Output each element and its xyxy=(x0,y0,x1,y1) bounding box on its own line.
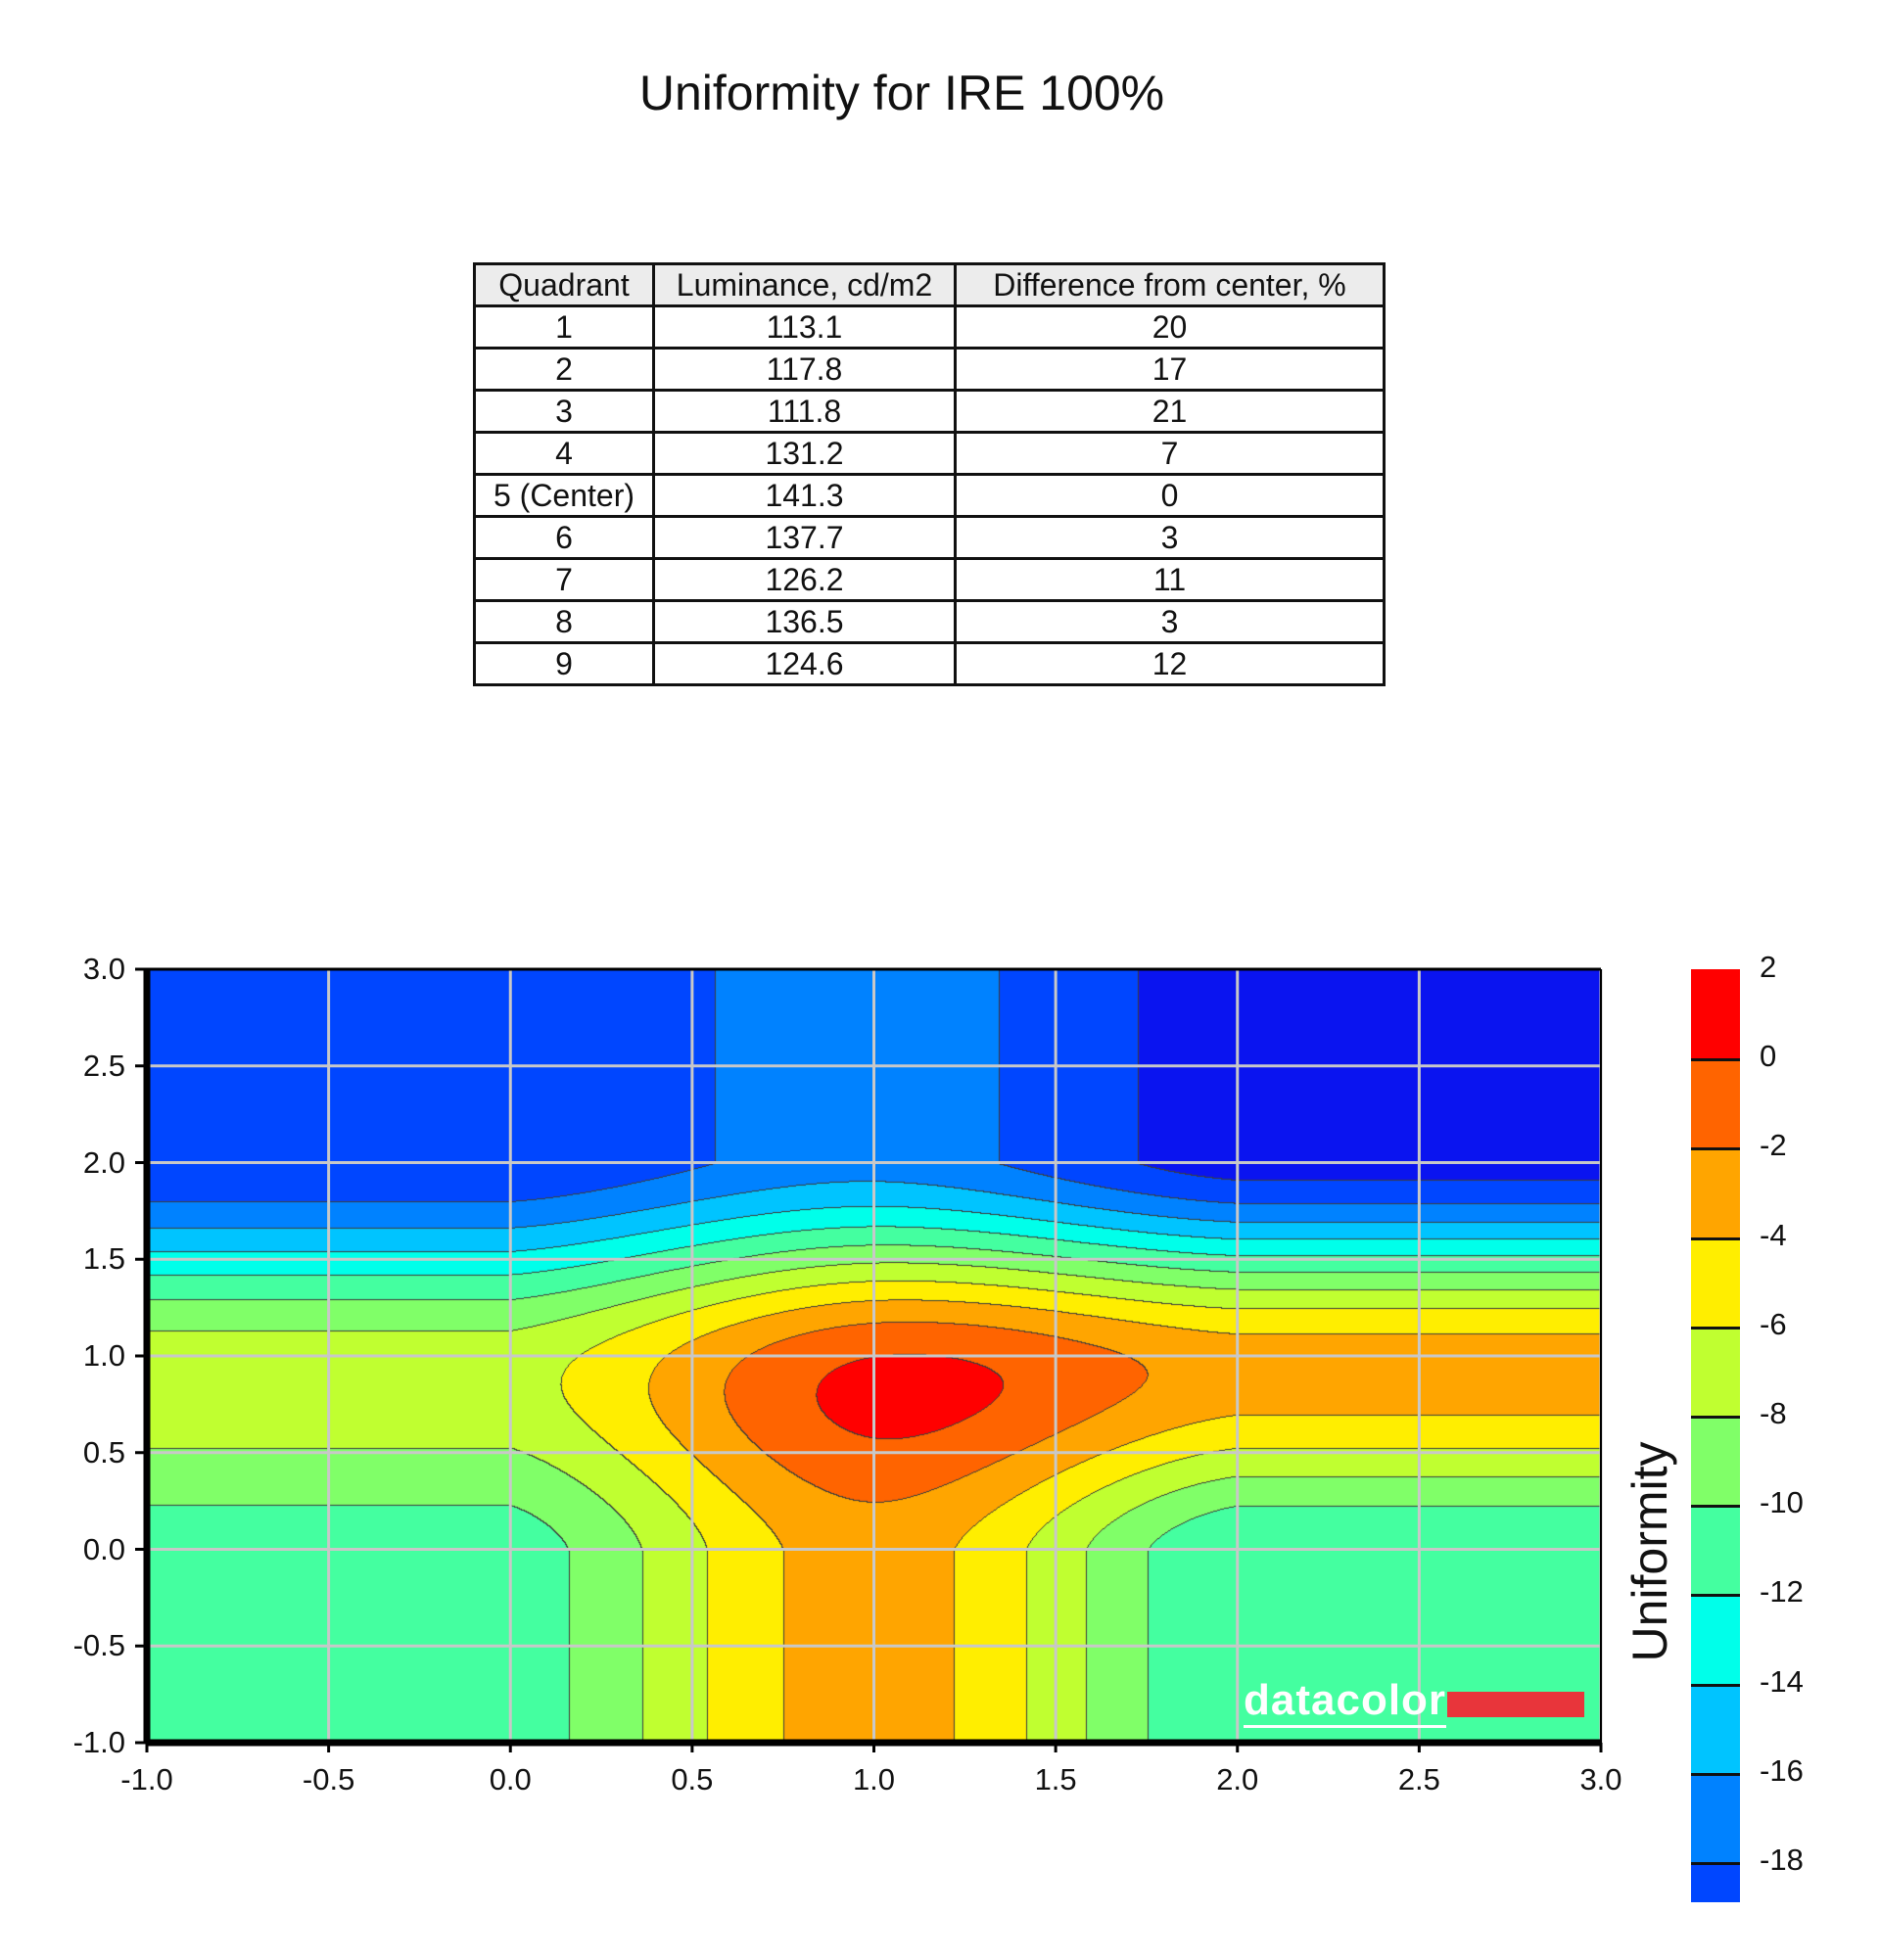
column-header: Luminance, cd/m2 xyxy=(652,262,957,307)
table-row: 7 126.2 11 xyxy=(473,557,1386,602)
y-tick-label: 0.0 xyxy=(82,1531,125,1566)
colorbar-band xyxy=(1691,1772,1740,1862)
y-tick-label: -1.0 xyxy=(72,1725,125,1759)
contour-plot xyxy=(135,967,1603,1752)
table-row: 1 113.1 20 xyxy=(473,304,1386,350)
table-cell: 3 xyxy=(954,515,1386,560)
x-tick-label: -0.5 xyxy=(302,1762,355,1797)
table-cell: 21 xyxy=(954,389,1386,434)
colorbar-tick-label: -14 xyxy=(1760,1663,1804,1699)
x-tick-label: 3.0 xyxy=(1579,1762,1622,1797)
colorbar-tick-label: -8 xyxy=(1760,1396,1787,1430)
table-cell: 0 xyxy=(954,473,1386,518)
colorbar-tick-label: 2 xyxy=(1760,950,1777,984)
colorbar-tick-label: -6 xyxy=(1760,1306,1787,1341)
table-cell: 7 xyxy=(473,557,655,602)
table-header-row: Quadrant Luminance, cd/m2 Difference from … xyxy=(473,262,1386,307)
y-tick-label: 2.0 xyxy=(82,1144,125,1180)
table-cell: 3 xyxy=(954,599,1386,644)
colorbar-band xyxy=(1691,1505,1740,1595)
table-row: 3 111.8 21 xyxy=(473,389,1386,434)
colorbar-band xyxy=(1691,1683,1740,1773)
colorbar-band xyxy=(1691,1058,1740,1148)
datacolor-logo: datacolor xyxy=(1244,1676,1447,1728)
table-row: 9 124.6 12 xyxy=(473,641,1386,686)
x-tick-label: 1.0 xyxy=(852,1762,896,1797)
table-cell: 11 xyxy=(954,557,1386,602)
x-tick-label: 0.5 xyxy=(671,1762,714,1797)
colorbar-tick-label: -18 xyxy=(1760,1843,1804,1877)
table-cell: 131.2 xyxy=(652,431,957,476)
colorbar-tick-label: -16 xyxy=(1760,1752,1804,1788)
table-cell: 7 xyxy=(954,431,1386,476)
colorbar-tick-label: -4 xyxy=(1760,1217,1787,1252)
table-cell: 6 xyxy=(473,515,655,560)
colorbar-tick-label: -10 xyxy=(1760,1485,1804,1520)
table-cell: 8 xyxy=(473,599,655,644)
table-cell: 124.6 xyxy=(652,641,957,686)
colorbar-band xyxy=(1691,1416,1740,1506)
table-cell: 141.3 xyxy=(652,473,957,518)
y-tick-label: 0.5 xyxy=(82,1434,125,1470)
colorbar-band xyxy=(1691,1326,1740,1416)
table-cell: 111.8 xyxy=(652,389,957,434)
table-row: 6 137.7 3 xyxy=(473,515,1386,560)
colorbar-label: Uniformity xyxy=(1622,1441,1677,1662)
table-cell: 137.7 xyxy=(652,515,957,560)
x-tick-label: 1.5 xyxy=(1034,1762,1077,1797)
y-tick-label: 1.0 xyxy=(82,1338,125,1373)
colorbar-tick-label: 0 xyxy=(1760,1039,1777,1074)
chart-title: Uniformity for IRE 100% xyxy=(638,66,1165,120)
x-tick-label: -1.0 xyxy=(120,1762,173,1797)
y-tick-label: 2.5 xyxy=(82,1048,125,1083)
y-tick-label: 3.0 xyxy=(82,952,125,986)
table-row: 5 (Center) 141.3 0 xyxy=(473,473,1386,518)
table-cell: 4 xyxy=(473,431,655,476)
table-cell: 5 (Center) xyxy=(473,473,655,518)
colorbar-tick-label: -12 xyxy=(1760,1574,1804,1610)
colorbar-band xyxy=(1691,1237,1740,1327)
y-tick-label: 1.5 xyxy=(82,1241,125,1277)
table-cell: 3 xyxy=(473,389,655,434)
colorbar-tick-label: -2 xyxy=(1760,1128,1787,1163)
x-tick-label: 0.0 xyxy=(489,1762,532,1797)
table-cell: 12 xyxy=(954,641,1386,686)
colorbar-band xyxy=(1691,1147,1740,1237)
table-cell: 9 xyxy=(473,641,655,686)
table-cell: 136.5 xyxy=(652,599,957,644)
watermark-bar xyxy=(1447,1692,1584,1717)
colorbar-band xyxy=(1691,1594,1740,1684)
x-tick-label: 2.5 xyxy=(1397,1762,1440,1797)
table-cell: 2 xyxy=(473,347,655,392)
table-row: 8 136.5 3 xyxy=(473,599,1386,644)
uniformity-table: Quadrant Luminance, cd/m2 Difference from … xyxy=(473,262,1386,686)
colorbar-band xyxy=(1691,1862,1740,1902)
table-cell: 117.8 xyxy=(652,347,957,392)
table-cell: 113.1 xyxy=(652,304,957,350)
y-tick-label: -0.5 xyxy=(72,1628,125,1663)
table-cell: 126.2 xyxy=(652,557,957,602)
table-row: 2 117.8 17 xyxy=(473,347,1386,392)
table-cell: 17 xyxy=(954,347,1386,392)
colorbar-band xyxy=(1691,969,1740,1059)
table-cell: 1 xyxy=(473,304,655,350)
table-cell: 20 xyxy=(954,304,1386,350)
table-row: 4 131.2 7 xyxy=(473,431,1386,476)
x-tick-label: 2.0 xyxy=(1216,1762,1259,1797)
plot-overlay xyxy=(135,967,1603,1752)
column-header: Difference from center, % xyxy=(954,262,1386,307)
column-header: Quadrant xyxy=(473,262,655,307)
